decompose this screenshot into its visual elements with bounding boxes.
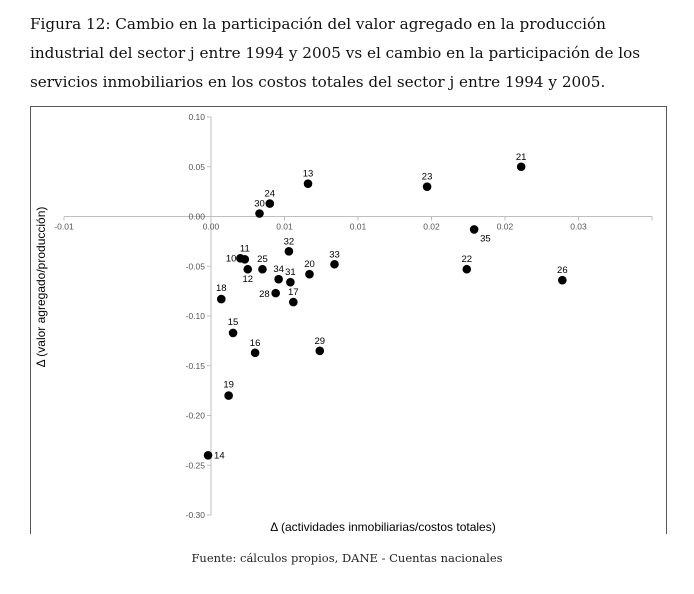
data-point-label: 34 <box>273 264 284 275</box>
data-point-label: 28 <box>259 289 270 300</box>
data-point <box>330 259 339 269</box>
data-point <box>265 199 275 208</box>
data-point-label: 14 <box>214 450 225 461</box>
data-point <box>274 274 283 284</box>
data-point-label: 22 <box>461 254 472 265</box>
x-tick-label: -0.01 <box>54 222 74 232</box>
x-tick-label: 0.01 <box>276 222 293 232</box>
data-point <box>243 264 253 274</box>
data-point-label: 23 <box>422 172 433 183</box>
y-tick-label: -0.25 <box>186 460 206 470</box>
data-point-label: 25 <box>257 254 268 265</box>
data-point <box>315 346 325 356</box>
data-point-label: 31 <box>285 267 296 278</box>
data-point-label: 26 <box>557 265 568 276</box>
data-point-label: 17 <box>288 287 299 298</box>
data-point <box>286 277 295 287</box>
data-point-label: 19 <box>223 380 234 391</box>
source-note: Fuente: cálculos propios, DANE - Cuentas… <box>191 551 503 565</box>
data-point <box>203 451 213 460</box>
y-tick-label: -0.30 <box>186 510 206 520</box>
data-point-label: 20 <box>304 259 315 270</box>
x-tick-label: 0.02 <box>423 222 440 232</box>
data-point <box>271 288 280 298</box>
data-point <box>255 209 264 218</box>
data-point <box>224 391 233 400</box>
data-point <box>516 162 526 172</box>
data-point <box>462 264 472 274</box>
data-point <box>240 254 250 264</box>
data-point <box>250 348 260 358</box>
figure-caption: Figura 12: Cambio en la participación de… <box>30 15 641 91</box>
chart-frame: -0.01 0.00 0.01 0.01 0.02 0.02 0.03 0.10 0.05 0.0… <box>30 106 667 534</box>
y-tick-label: -0.10 <box>186 311 206 321</box>
x-tick-label: 0.00 <box>203 222 220 232</box>
data-point-label: 33 <box>329 249 340 260</box>
data-point <box>305 269 314 279</box>
y-tick-label: 0.05 <box>188 162 205 172</box>
data-point <box>303 179 313 188</box>
x-tick-label: 0.02 <box>497 222 514 232</box>
x-axis-title: Δ (actividades inmobiliarias/costos tota… <box>270 520 495 534</box>
data-point <box>422 182 432 191</box>
x-tick-label: 0.01 <box>350 222 367 232</box>
data-point-label: 11 <box>240 243 250 254</box>
data-point-label: 24 <box>265 189 276 200</box>
data-point-label: 10 <box>226 253 237 264</box>
data-point-label: 18 <box>216 283 227 294</box>
data-point-label: 30 <box>254 199 265 210</box>
axes-group: -0.01 0.00 0.01 0.01 0.02 0.02 0.03 0.10 0.05 0.0… <box>54 112 653 520</box>
data-point-label: 13 <box>303 169 314 180</box>
data-point-label: 16 <box>250 338 261 349</box>
data-point <box>258 264 267 274</box>
data-point <box>228 328 238 338</box>
y-tick-label: -0.05 <box>186 261 206 271</box>
data-point <box>469 225 479 234</box>
scatter-plot: -0.01 0.00 0.01 0.01 0.02 0.02 0.03 0.10 0.05 0.0… <box>34 112 653 534</box>
y-tick-label: -0.15 <box>186 361 206 371</box>
y-axis-title: Δ (valor agregado/producción) <box>34 207 48 368</box>
data-point-label: 12 <box>242 274 253 285</box>
data-point-label: 21 <box>516 152 527 163</box>
y-tick-label: 0.00 <box>188 212 205 222</box>
x-tick-label: 0.03 <box>570 222 587 232</box>
data-point <box>289 297 298 307</box>
y-tick-label: -0.20 <box>186 411 206 421</box>
data-point <box>216 294 226 304</box>
data-point-label: 15 <box>228 317 239 328</box>
y-tick-label: 0.10 <box>188 112 205 122</box>
data-point <box>284 247 294 256</box>
data-point-label: 29 <box>314 336 325 347</box>
data-point-label: 32 <box>284 236 295 247</box>
data-point-label: 35 <box>480 233 491 244</box>
data-point <box>558 275 567 285</box>
